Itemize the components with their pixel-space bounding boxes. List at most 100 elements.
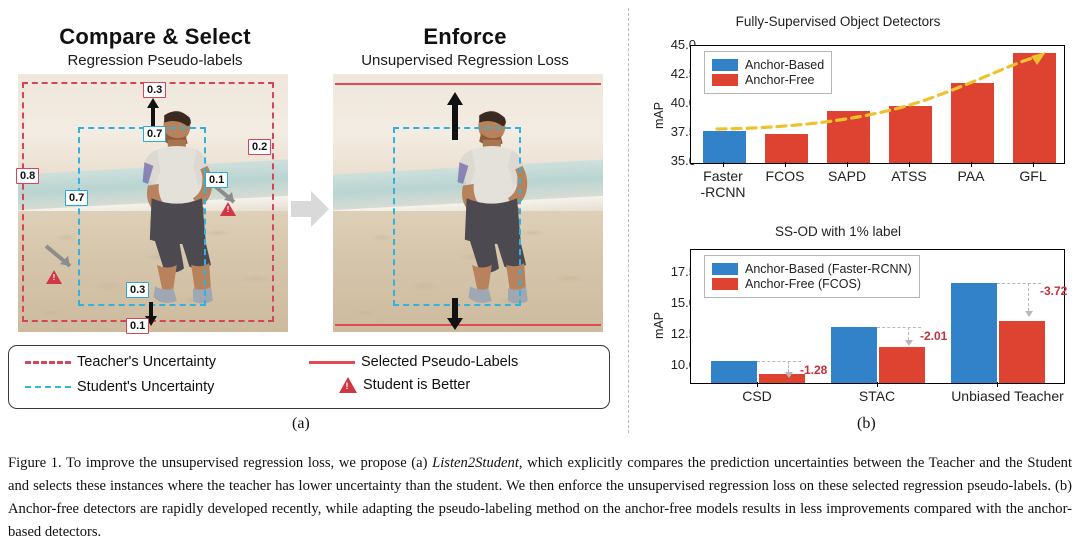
y-tick-label: 10.0 bbox=[670, 357, 696, 372]
y-tick-label: 15.0 bbox=[670, 295, 696, 310]
enforce-title: Enforce bbox=[423, 24, 507, 49]
x-tick-mark bbox=[847, 162, 848, 167]
bar-csd-anchor-based bbox=[711, 361, 757, 383]
y-tick-label: 42.5 bbox=[670, 66, 696, 81]
dashed-red-line-icon bbox=[25, 360, 71, 364]
x-tick-label-gfl: GFL bbox=[1019, 168, 1047, 184]
legend-swatch-red bbox=[712, 278, 738, 290]
legend-row-anchor-based: Anchor-Based (Faster-RCNN) bbox=[712, 262, 912, 276]
sublabel-a: (a) bbox=[292, 415, 310, 432]
x-tick-label-csd: CSD bbox=[742, 388, 772, 404]
legend-label: Student is Better bbox=[363, 377, 471, 393]
x-tick-label-stac: STAC bbox=[858, 388, 896, 404]
delta-label-csd: -1.28 bbox=[800, 363, 828, 377]
x-tick-mark bbox=[1033, 162, 1034, 167]
label-top-student: 0.7 bbox=[143, 126, 167, 142]
enforce-up-arrow bbox=[447, 92, 463, 140]
legend-item-teacher-uncertainty: Teacher's Uncertainty bbox=[25, 354, 216, 370]
label-bottom-student: 0.3 bbox=[126, 282, 150, 298]
label-left-teacher: 0.8 bbox=[16, 168, 40, 184]
x-tick-label-faster-rcnn: Faster -RCNN bbox=[685, 168, 761, 200]
enforce-subtitle: Unsupervised Regression Loss bbox=[361, 52, 569, 69]
bar-sapd bbox=[827, 110, 870, 163]
chart-fully-supervised: Fully-Supervised Object Detectors mAP 45… bbox=[640, 14, 1080, 214]
x-tick-label-paa: PAA bbox=[957, 168, 985, 184]
legend-swatch-blue bbox=[712, 58, 738, 71]
chart-plot-area: Anchor-Based Anchor-Free bbox=[690, 45, 1065, 164]
sublabel-b: (b) bbox=[857, 415, 876, 432]
legend-item-student-is-better: ! Student is Better bbox=[339, 377, 470, 393]
figure-caption: Figure 1. To improve the unsupervised re… bbox=[8, 452, 1072, 544]
bar-unbiased-teacher-anchor-based bbox=[951, 283, 997, 383]
bar-stac-anchor-based bbox=[831, 326, 877, 383]
chart-legend: Anchor-Based (Faster-RCNN) Anchor-Free (… bbox=[704, 255, 920, 298]
top-regression-arrow bbox=[147, 98, 159, 132]
x-tick-label-sapd: SAPD bbox=[827, 168, 867, 184]
y-tick-label: 17.5 bbox=[670, 264, 696, 279]
x-tick-mark bbox=[723, 162, 724, 167]
legend-label: Anchor-Based (Faster-RCNN) bbox=[745, 261, 912, 276]
label-left-student: 0.7 bbox=[65, 190, 89, 206]
delta-guide-arrow-unbiased bbox=[1025, 283, 1033, 317]
caption-part-2: , which explicitly compares the predicti… bbox=[8, 455, 1073, 540]
bar-faster-rcnn bbox=[703, 131, 746, 163]
student-uncertainty-box bbox=[78, 127, 206, 306]
y-tick-label: 35.0 bbox=[670, 153, 696, 168]
left-compare-arrow bbox=[44, 244, 72, 268]
x-tick-label-atss: ATSS bbox=[891, 168, 927, 184]
label-right-teacher: 0.2 bbox=[248, 139, 272, 155]
legend-row-anchor-based: Anchor-Based bbox=[712, 58, 824, 72]
bar-atss bbox=[889, 105, 932, 163]
chart-title: Fully-Supervised Object Detectors bbox=[735, 14, 941, 29]
legend-label: Anchor-Free (FCOS) bbox=[745, 277, 861, 291]
x-tick-mark bbox=[909, 162, 910, 167]
legend-label: Selected Pseudo-Labels bbox=[361, 354, 519, 370]
transition-arrow bbox=[291, 191, 329, 227]
dashed-blue-line-icon bbox=[25, 386, 71, 388]
delta-guide-arrow-stac bbox=[905, 327, 913, 346]
compare-select-header: Compare & Select Regression Pseudo-label… bbox=[10, 24, 300, 71]
legend-swatch-red bbox=[712, 74, 738, 86]
compare-select-subtitle: Regression Pseudo-labels bbox=[67, 52, 243, 69]
selected-pseudo-label-bottom bbox=[335, 324, 601, 326]
x-tick-mark bbox=[757, 382, 758, 387]
y-tick-label: 45.0 bbox=[670, 37, 696, 52]
delta-guide-arrow-csd bbox=[785, 361, 793, 378]
student-better-triangle-right bbox=[220, 202, 236, 216]
chart-plot-area: Anchor-Based (Faster-RCNN) Anchor-Free (… bbox=[690, 249, 1065, 384]
legend-label: Anchor-Based bbox=[745, 57, 825, 72]
x-tick-mark bbox=[785, 162, 786, 167]
x-tick-mark bbox=[877, 382, 878, 387]
legend-row-anchor-free: Anchor-Free bbox=[712, 73, 824, 87]
y-tick-label: 40.0 bbox=[670, 95, 696, 110]
chart-ss-od: SS-OD with 1% label mAP 17.5 15.0 12.5 1… bbox=[640, 224, 1080, 432]
label-right-student: 0.1 bbox=[205, 172, 229, 188]
enforce-down-arrow bbox=[447, 298, 463, 330]
x-tick-mark bbox=[971, 162, 972, 167]
label-bottom-teacher: 0.1 bbox=[126, 318, 150, 334]
enforce-header: Enforce Unsupervised Regression Loss bbox=[320, 24, 610, 71]
bottom-regression-arrow bbox=[145, 302, 157, 326]
legend-label: Anchor-Free bbox=[745, 73, 815, 87]
delta-guide-line-csd bbox=[757, 361, 801, 362]
bar-stac-anchor-free bbox=[879, 347, 925, 383]
y-tick-label: 37.5 bbox=[670, 124, 696, 139]
solid-red-line-icon bbox=[309, 360, 355, 364]
x-tick-line2: -RCNN bbox=[700, 184, 746, 200]
delta-label-stac: -2.01 bbox=[920, 329, 948, 343]
delta-guide-line-stac bbox=[877, 327, 921, 328]
delta-guide-line-unbiased bbox=[997, 283, 1041, 284]
bar-unbiased-teacher-anchor-free bbox=[999, 320, 1045, 383]
legend-label: Student's Uncertainty bbox=[77, 379, 215, 395]
legend-swatch-blue bbox=[712, 262, 738, 275]
panel-divider bbox=[628, 8, 629, 433]
bar-fcos bbox=[765, 134, 808, 163]
runner-figure bbox=[142, 110, 213, 304]
caption-part-1: Figure 1. To improve the unsupervised re… bbox=[8, 455, 433, 471]
chart-title: SS-OD with 1% label bbox=[774, 224, 902, 239]
warning-triangle-icon: ! bbox=[339, 377, 357, 393]
chart-legend: Anchor-Based Anchor-Free bbox=[704, 51, 833, 94]
runner-figure bbox=[457, 110, 528, 304]
legend-row-anchor-free: Anchor-Free (FCOS) bbox=[712, 277, 912, 291]
x-tick-mark bbox=[997, 382, 998, 387]
